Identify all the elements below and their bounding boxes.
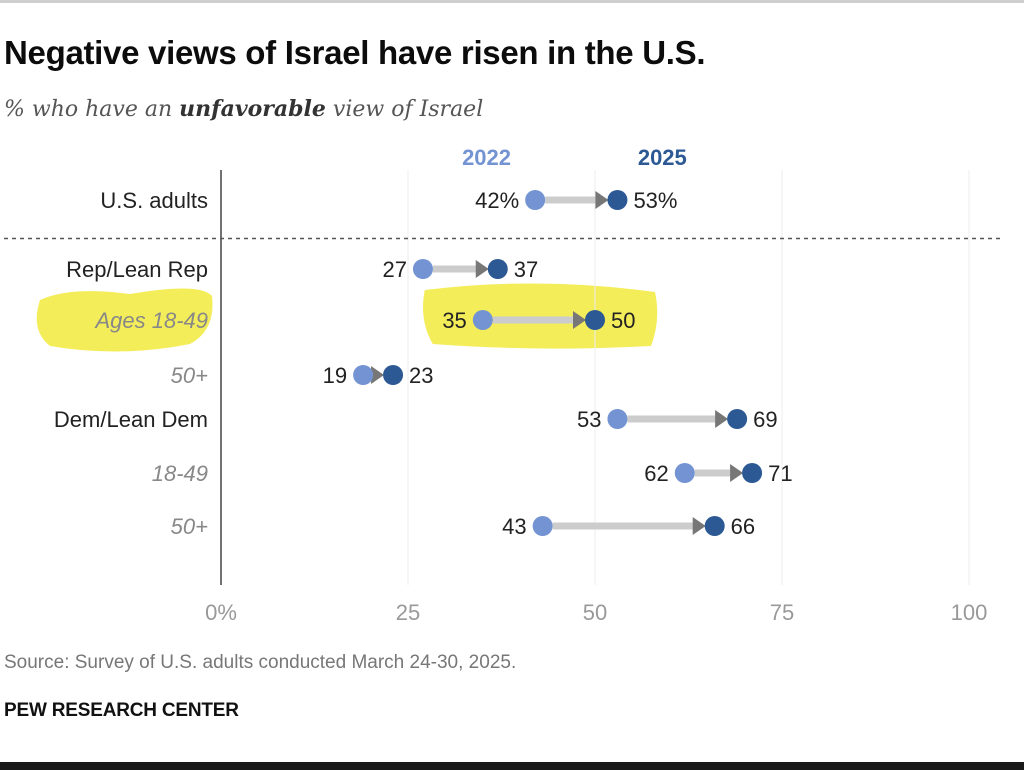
row-arrowhead-4 bbox=[715, 410, 729, 428]
value-2022-5: 62 bbox=[644, 461, 668, 486]
dot-2022-5 bbox=[674, 463, 695, 483]
value-2025-4: 69 bbox=[753, 407, 777, 432]
row-label-3: 50+ bbox=[171, 363, 208, 388]
chart-subtitle: % who have an unfavorable view of Israel bbox=[4, 96, 483, 122]
source-note: Source: Survey of U.S. adults conducted … bbox=[4, 652, 517, 673]
value-2022-6: 43 bbox=[502, 514, 526, 539]
legend-2025: 2025 bbox=[638, 145, 687, 170]
dot-2025-6 bbox=[704, 516, 725, 536]
dot-2025-0 bbox=[607, 190, 628, 210]
dot-2025-4 bbox=[727, 409, 748, 429]
value-2025-5: 71 bbox=[768, 461, 792, 486]
value-2025-2: 50 bbox=[611, 308, 635, 333]
subtitle-before: % who have an bbox=[4, 97, 180, 122]
row-arrowhead-6 bbox=[692, 517, 706, 535]
dot-2022-0 bbox=[525, 190, 546, 210]
row-label-0: U.S. adults bbox=[100, 188, 208, 213]
dot-2022-6 bbox=[532, 516, 553, 536]
value-2022-1: 27 bbox=[382, 257, 406, 282]
dot-2025-2 bbox=[585, 310, 605, 330]
highlight-label-2 bbox=[36, 288, 213, 352]
value-2025-6: 66 bbox=[731, 514, 755, 539]
dot-2022-1 bbox=[412, 259, 433, 279]
x-tick-label-25: 25 bbox=[396, 600, 420, 625]
x-tick-label-100: 100 bbox=[951, 600, 988, 625]
legend-2022: 2022 bbox=[462, 145, 511, 170]
brand-name: PEW RESEARCH CENTER bbox=[4, 700, 239, 721]
row-arrowhead-5 bbox=[730, 464, 744, 482]
subtitle-emphasis: unfavorable bbox=[179, 96, 326, 122]
top-rule bbox=[0, 0, 1024, 3]
subtitle-after: view of Israel bbox=[325, 97, 484, 122]
dot-2025-3 bbox=[383, 365, 404, 385]
dot-2022-3 bbox=[353, 365, 374, 385]
dot-2025-5 bbox=[742, 463, 763, 483]
x-tick-label-50: 50 bbox=[583, 600, 607, 625]
chart-title: Negative views of Israel have risen in t… bbox=[4, 34, 706, 71]
row-arrowhead-3 bbox=[371, 366, 385, 384]
row-label-5: 18-49 bbox=[152, 461, 208, 486]
row-arrowhead-0 bbox=[595, 191, 609, 209]
value-2022-4: 53 bbox=[577, 407, 601, 432]
value-2022-2: 35 bbox=[442, 308, 466, 333]
dumbbell-chart: 2022 2025 0% 25 50 75 100 U.S. adults 42% 53% Rep/… bbox=[4, 145, 1004, 625]
row-label-1: Rep/Lean Rep bbox=[66, 257, 208, 282]
x-tick-label-75: 75 bbox=[770, 600, 794, 625]
dot-2022-2 bbox=[472, 310, 493, 330]
value-2025-0: 53% bbox=[633, 188, 677, 213]
value-2022-3: 19 bbox=[323, 363, 347, 388]
row-label-4: Dem/Lean Dem bbox=[54, 407, 208, 432]
value-2022-0: 42% bbox=[475, 188, 519, 213]
value-2025-3: 23 bbox=[409, 363, 433, 388]
highlight-values-2 bbox=[423, 283, 658, 349]
x-tick-label-0: 0% bbox=[205, 600, 237, 625]
row-arrowhead-2 bbox=[573, 311, 586, 329]
row-arrowhead-1 bbox=[475, 260, 489, 278]
dot-2025-1 bbox=[487, 259, 508, 279]
bottom-rule bbox=[0, 762, 1024, 770]
row-label-6: 50+ bbox=[171, 514, 208, 539]
dot-2022-4 bbox=[607, 409, 628, 429]
value-2025-1: 37 bbox=[514, 257, 538, 282]
row-label-2: Ages 18-49 bbox=[93, 308, 208, 333]
